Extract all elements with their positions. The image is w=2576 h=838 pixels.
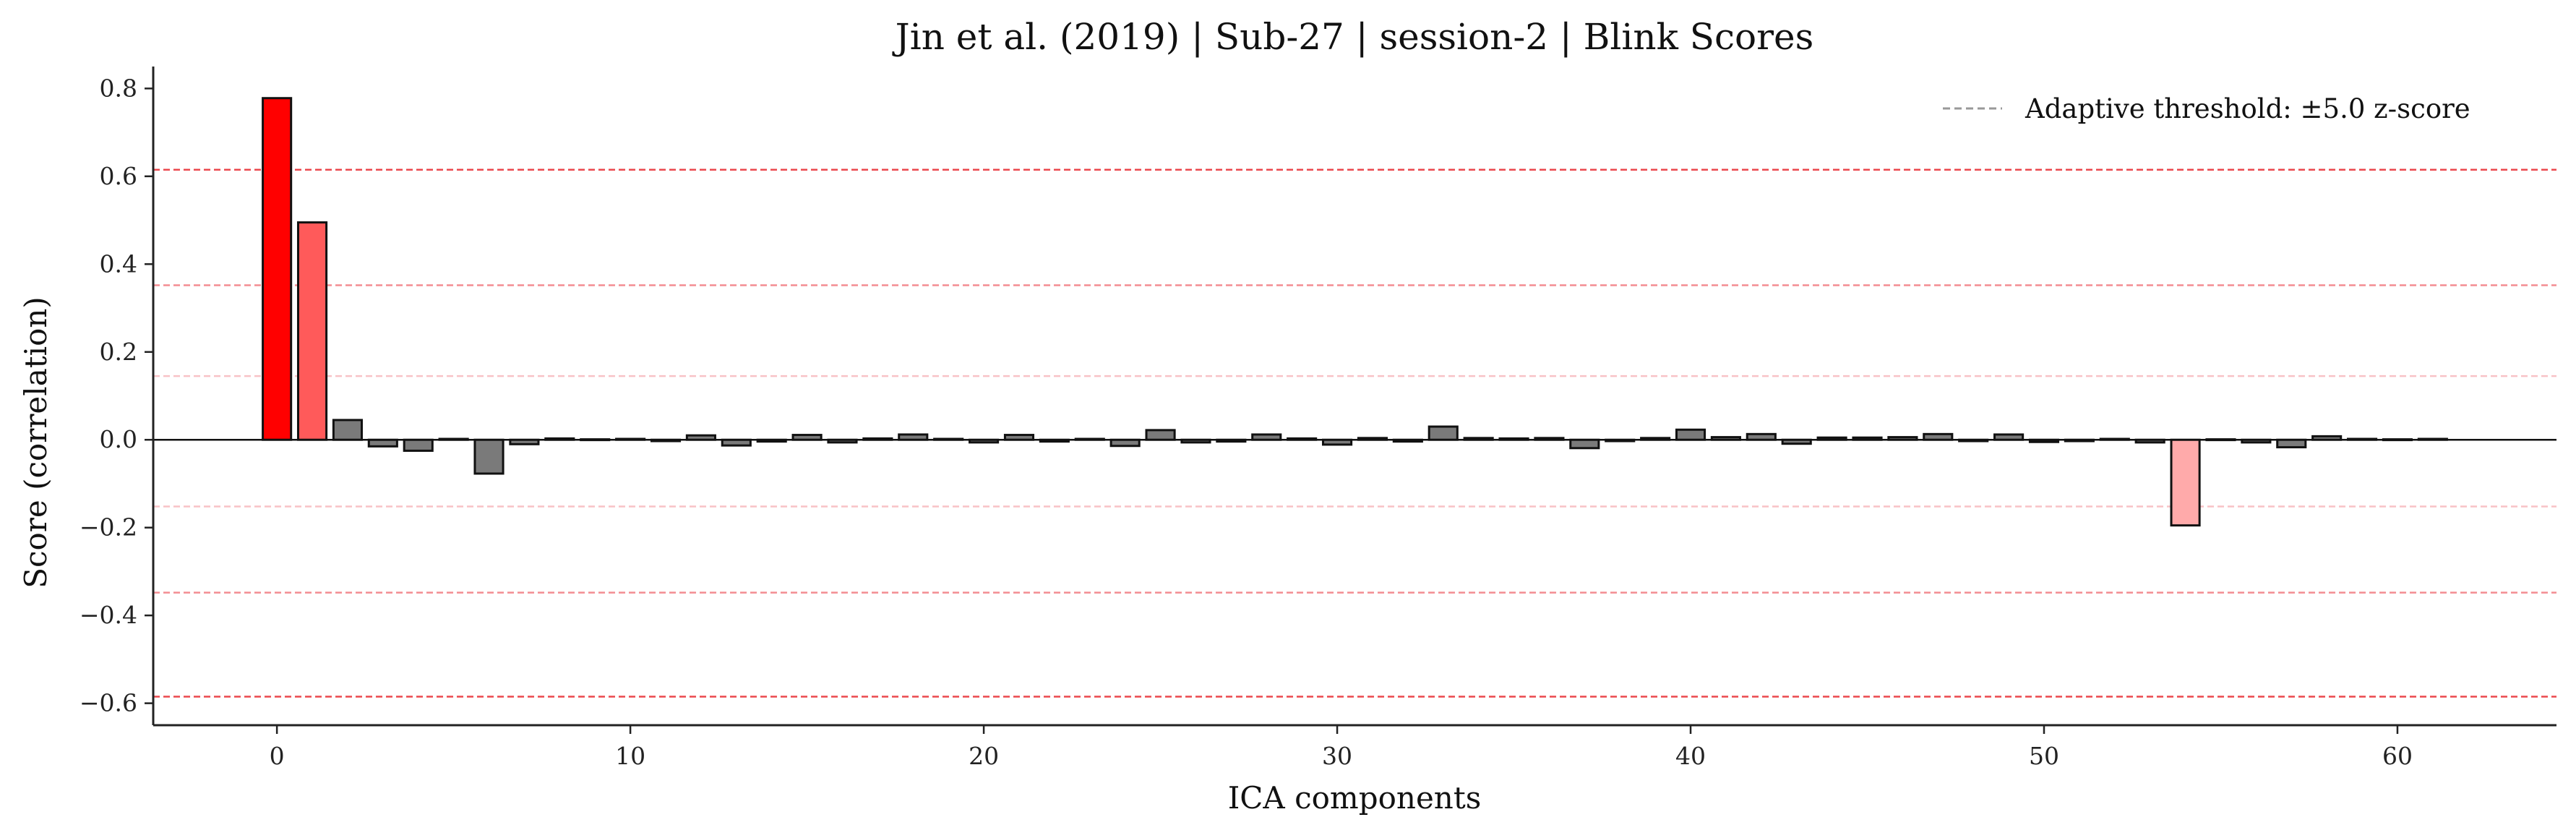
axes — [152, 67, 2556, 727]
bar-component-25 — [1145, 429, 1176, 441]
y-tick-label: 0.0 — [100, 425, 137, 453]
x-tick-label: 40 — [1675, 742, 1706, 770]
y-tick-label: −0.2 — [80, 513, 137, 542]
x-tick-label: 50 — [2029, 742, 2059, 770]
bar-component-1 — [296, 221, 328, 441]
bar-component-33 — [1427, 425, 1459, 441]
x-ticks: 0 10 20 30 40 50 60 — [270, 725, 2413, 770]
legend-threshold-label: Adaptive threshold: ±5.0 z-score — [2025, 93, 2470, 124]
bar-component-0 — [262, 97, 293, 441]
bar-component-2 — [332, 419, 363, 441]
bar-component-40 — [1675, 428, 1706, 441]
y-ticks: −0.6 −0.4 −0.2 0.0 0.2 0.4 0.6 0.8 — [80, 74, 153, 717]
x-tick-label: 60 — [2382, 742, 2413, 770]
y-tick-label: 0.4 — [100, 249, 137, 278]
x-tick-label: 30 — [1322, 742, 1352, 770]
bars — [262, 97, 2448, 527]
legend: Adaptive threshold: ±5.0 z-score — [1943, 93, 2470, 124]
bar-component-57 — [2276, 438, 2307, 449]
y-tick-label: −0.4 — [80, 601, 137, 629]
chart-title: Jin et al. (2019) | Sub-27 | session-2 |… — [892, 16, 1814, 58]
x-tick-label: 0 — [270, 742, 285, 770]
x-tick-label: 10 — [615, 742, 645, 770]
y-tick-label: −0.6 — [80, 689, 137, 717]
bar-component-54 — [2170, 438, 2201, 527]
bar-component-37 — [1569, 438, 1600, 450]
bar-component-3 — [367, 438, 398, 448]
y-axis-label: Score (correlation) — [18, 296, 53, 589]
bar-component-4 — [403, 438, 434, 452]
bar-component-6 — [473, 438, 505, 475]
bar-component-24 — [1109, 438, 1141, 448]
x-tick-label: 20 — [969, 742, 999, 770]
threshold-lines — [153, 168, 2556, 698]
y-tick-label: 0.8 — [100, 74, 137, 102]
y-tick-label: 0.2 — [100, 338, 137, 366]
y-tick-label: 0.6 — [100, 162, 137, 190]
x-axis-label: ICA components — [1228, 780, 1482, 816]
